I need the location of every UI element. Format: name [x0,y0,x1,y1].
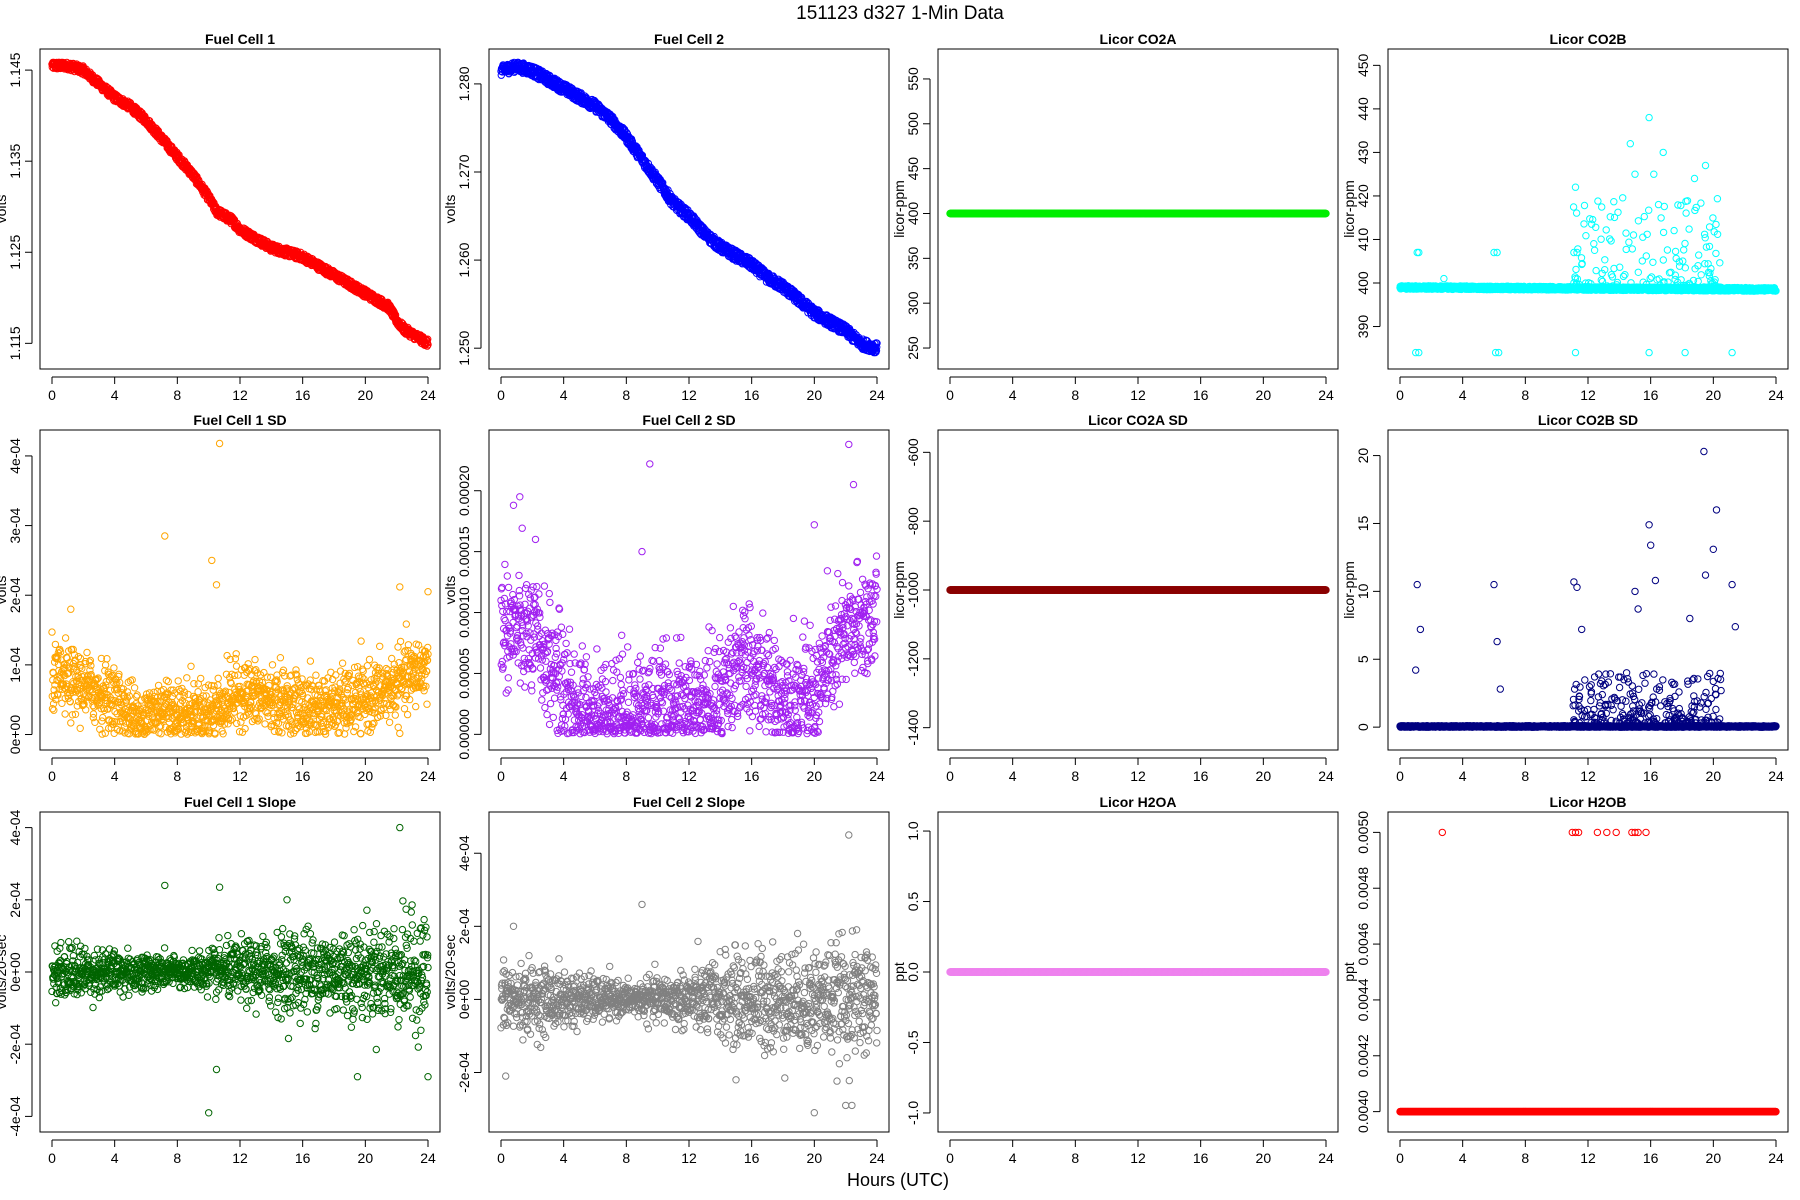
x-tick-label: 0 [48,387,56,403]
y-tick-label: 390 [1355,315,1371,339]
y-axis-label: volts [0,195,9,224]
x-tick-label: 12 [1130,387,1146,403]
x-tick-label: 12 [232,387,248,403]
y-tick-label: 1.135 [7,143,23,178]
plot-frame [1387,48,1789,370]
x-tick-label: 20 [358,387,374,403]
series-points [946,209,1330,218]
y-tick-label: 410 [1355,228,1371,252]
x-tick-label: 8 [622,387,630,403]
panel-title: Fuel Cell 2 [654,31,724,47]
plot-frame [39,48,441,370]
series-points [1396,113,1780,357]
y-axis-label: licor-ppm [1341,180,1357,238]
x-tick-label: 0 [946,387,954,403]
y-tick-label: 250 [905,336,921,360]
y-tick-label: 450 [905,157,921,181]
x-tick-label: 24 [1318,387,1334,403]
panel-co2b: Licor CO2B 0 4 8 12 16 20 24 390 400 410 420 430 440 4… [1341,31,1789,403]
x-tick-label: 24 [1768,387,1784,403]
y-tick-label: 350 [905,246,921,270]
x-tick-label: 8 [1071,387,1079,403]
plot-frame [937,48,1339,370]
y-tick-label: 400 [905,202,921,226]
x-tick-label: 8 [173,387,181,403]
y-tick-label: 1.125 [7,235,23,270]
x-tick-label: 4 [560,387,568,403]
x-tick-label: 24 [869,387,885,403]
y-tick-label: 420 [1355,184,1371,208]
y-tick-label: 1.280 [456,66,472,101]
panel-fc2: Fuel Cell 2 0 4 8 12 16 20 24 1.250 1.260 1.270 1.2… [442,31,890,403]
y-tick-label: 400 [1355,271,1371,295]
y-tick-label: 1.260 [456,242,472,277]
x-tick-label: 0 [1396,387,1404,403]
y-tick-label: 500 [905,112,921,136]
y-tick-label: 1.145 [7,52,23,87]
x-tick-label: 12 [1580,387,1596,403]
panel-title: Licor CO2B [1549,31,1626,47]
panel-title: Fuel Cell 1 [205,31,275,47]
series-points [497,58,881,357]
x-tick-label: 0 [497,387,505,403]
figure-title: 151123 d327 1-Min Data [796,3,1004,24]
x-tick-label: 16 [744,387,760,403]
x-tick-label: 20 [1706,387,1722,403]
x-tick-label: 16 [295,387,311,403]
y-tick-label: 1.250 [456,330,472,365]
panel-title: Licor CO2A [1099,31,1176,47]
y-tick-label: 300 [905,291,921,315]
x-tick-label: 8 [1521,387,1529,403]
x-tick-label: 16 [1643,387,1659,403]
y-tick-label: 1.115 [7,326,23,360]
y-axis-label: licor-ppm [891,180,907,238]
x-tick-label: 24 [420,387,436,403]
y-axis-label: volts [442,195,458,224]
panel-fc1: Fuel Cell 1 0 4 8 12 16 20 24 1.115 1.125 1.135 1.1… [0,31,441,403]
y-tick-label: 550 [905,67,921,91]
x-tick-label: 16 [1193,387,1209,403]
x-tick-label: 20 [1256,387,1272,403]
x-tick-label: 20 [807,387,823,403]
y-tick-label: 430 [1355,141,1371,165]
series-points [48,58,432,350]
x-tick-label: 4 [1459,387,1467,403]
panel-co2a: Licor CO2A 0 4 8 12 16 20 24 250 300 350 400 450 500 5… [891,31,1339,403]
x-tick-label: 12 [681,387,697,403]
y-tick-label: 440 [1355,97,1371,121]
x-tick-label: 4 [1009,387,1017,403]
y-tick-label: 1.270 [456,154,472,189]
y-tick-label: 450 [1355,53,1371,77]
x-tick-label: 4 [111,387,119,403]
